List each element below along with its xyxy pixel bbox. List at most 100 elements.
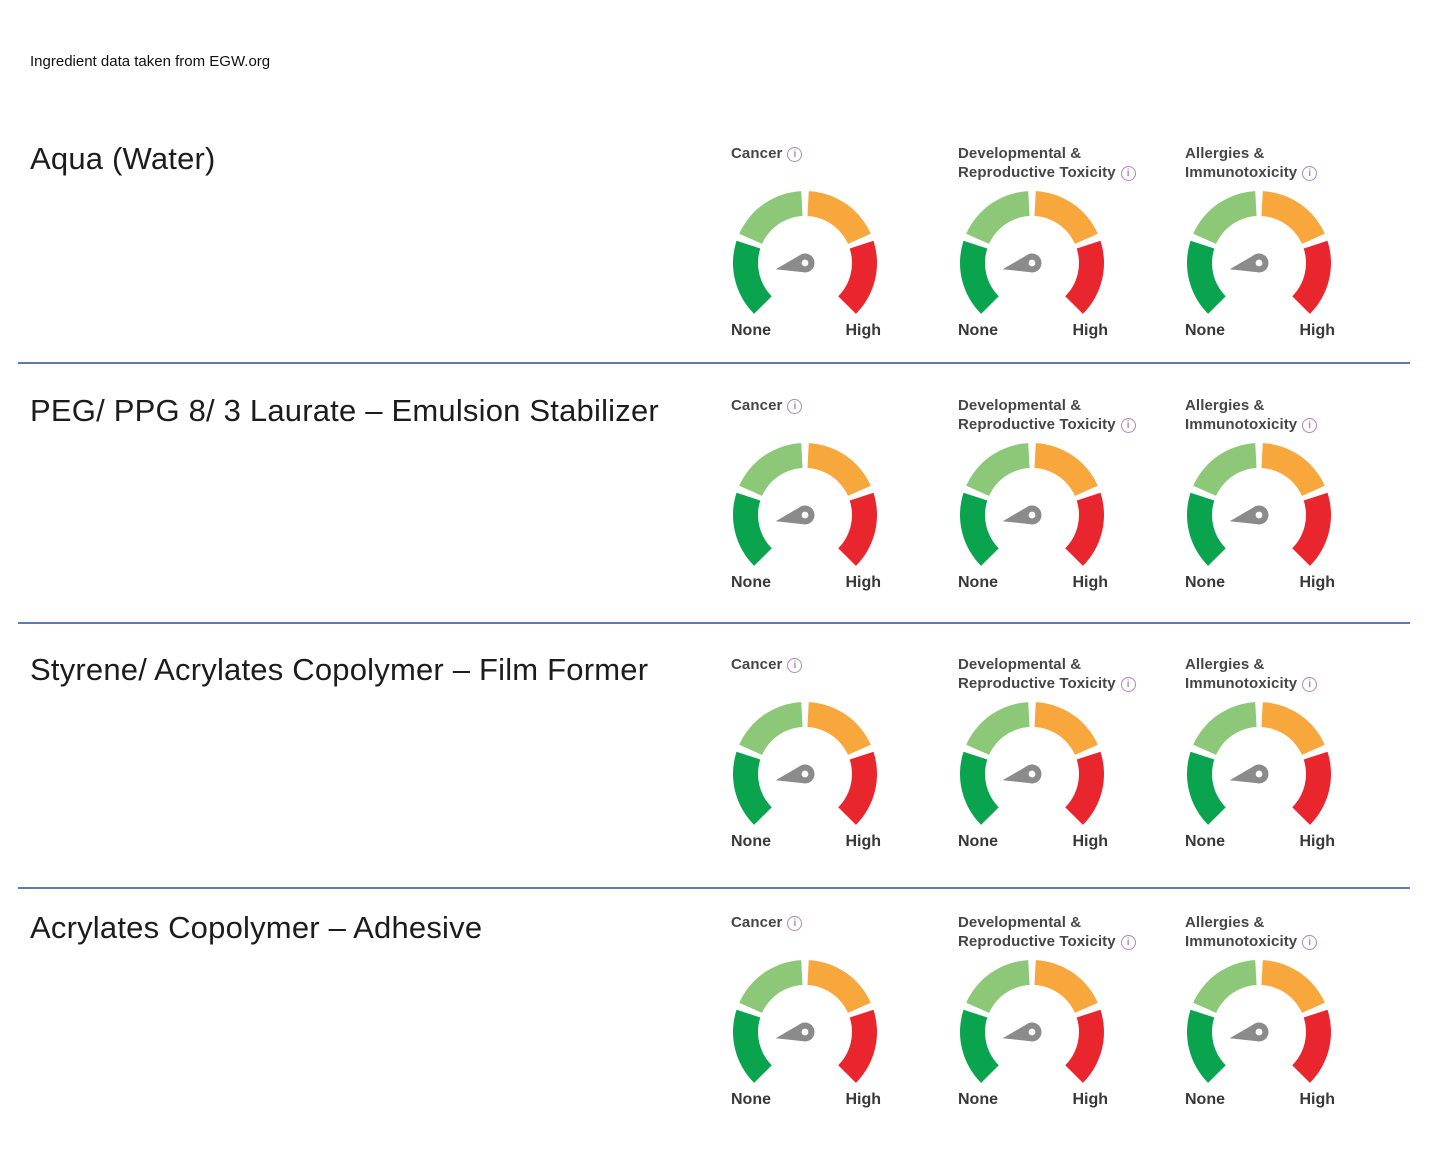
gauge-dial [958, 187, 1106, 319]
gauge-segment-high [1065, 240, 1105, 314]
gauge-dial [1185, 439, 1333, 571]
gauge-label-none: None [731, 322, 771, 339]
gauge-dial [731, 439, 879, 571]
gauge-dial-svg [732, 191, 878, 314]
gauge-title: Cancer i [731, 396, 955, 439]
info-icon[interactable]: i [1302, 418, 1318, 433]
gauge-label-none: None [958, 574, 998, 591]
gauge-dial-svg [1186, 960, 1332, 1083]
info-icon[interactable]: i [1120, 166, 1136, 181]
info-icon[interactable]: i [1120, 677, 1136, 692]
hazard-gauge-allergies-immunotoxicity: Allergies & Immunotoxicity i None High [1182, 913, 1409, 1109]
row-divider [18, 362, 1410, 364]
needle-hub-dot [801, 259, 809, 267]
gauge-needle [1229, 253, 1269, 273]
gauge-label-none: None [1185, 1091, 1225, 1108]
gauge-needle [775, 505, 815, 525]
gauge-segment-high [1292, 240, 1332, 314]
needle-hub-dot [1255, 511, 1263, 519]
gauge-segment-none [1186, 1009, 1226, 1083]
gauge-label-none: None [958, 322, 998, 339]
gauge-title-text: Developmental & [958, 145, 1082, 162]
needle-hub-dot [1028, 259, 1036, 267]
info-icon[interactable]: i [787, 916, 803, 931]
info-icon[interactable]: i [1120, 418, 1136, 433]
row-divider [18, 887, 1410, 889]
gauge-segment-none [732, 1009, 772, 1083]
gauge-title-line: Reproductive Toxicity i [958, 415, 1182, 434]
gauge-segment-high [838, 1009, 878, 1083]
info-icon[interactable]: i [787, 658, 803, 673]
gauge-title-text: Immunotoxicity [1185, 164, 1298, 181]
gauge-label-none: None [958, 1091, 998, 1108]
ingredient-name: Aqua (Water) [30, 141, 216, 176]
gauge-title-line: Cancer i [731, 655, 955, 674]
gauge-title-line: Reproductive Toxicity i [958, 674, 1182, 693]
gauge-dial-svg [1186, 443, 1332, 566]
gauge-segment-none [959, 1009, 999, 1083]
gauge-title-line: Reproductive Toxicity i [958, 932, 1182, 951]
info-icon[interactable]: i [1302, 677, 1318, 692]
gauge-segment-low [739, 960, 803, 1013]
gauge-label-none: None [731, 833, 771, 850]
gauge-title-line: Developmental & [958, 396, 1182, 415]
gauge-dial-svg [959, 702, 1105, 825]
ingredient-row-3: Acrylates Copolymer – Adhesive Cancer i N… [0, 889, 1445, 1151]
gauge-label-high: High [1072, 1091, 1108, 1108]
gauge-title-line: Cancer i [731, 913, 955, 932]
gauge-scale: None High [731, 319, 881, 340]
ingredient-name: Styrene/ Acrylates Copolymer – Film Form… [30, 652, 649, 687]
gauge-label-high: High [845, 833, 881, 850]
gauge-title-line: Cancer i [731, 144, 955, 163]
gauge-title-line: Allergies & [1185, 913, 1409, 932]
gauge-scale: None High [958, 830, 1108, 851]
gauge-segment-high [1065, 751, 1105, 825]
needle-hub-dot [1028, 511, 1036, 519]
gauge-title-line: Developmental & [958, 913, 1182, 932]
ingredient-list: Aqua (Water) Cancer i None High Developme… [0, 74, 1445, 1151]
gauge-scale: None High [958, 571, 1108, 592]
gauge-dial [958, 698, 1106, 830]
gauge-title-text: Reproductive Toxicity [958, 416, 1116, 433]
gauge-needle [1002, 1022, 1042, 1042]
gauge-segment-none [732, 240, 772, 314]
gauge-needle [1229, 764, 1269, 784]
hazard-gauge-developmental-reproductive-toxicity: Developmental & Reproductive Toxicity i No… [955, 396, 1182, 592]
gauge-title: Allergies & Immunotoxicity i [1185, 913, 1409, 956]
gauge-segment-low [966, 443, 1030, 496]
gauge-title: Developmental & Reproductive Toxicity i [958, 144, 1182, 187]
info-icon[interactable]: i [787, 399, 803, 414]
hazard-gauge-allergies-immunotoxicity: Allergies & Immunotoxicity i None High [1182, 655, 1409, 851]
gauge-label-high: High [1072, 322, 1108, 339]
gauge-title-line: Allergies & [1185, 655, 1409, 674]
gauge-dial-svg [732, 702, 878, 825]
gauge-title-text: Allergies & [1185, 145, 1265, 162]
needle-hub-dot [801, 1028, 809, 1036]
gauge-segment-moderate [1034, 443, 1098, 496]
info-icon[interactable]: i [1120, 935, 1136, 950]
gauge-scale: None High [958, 1088, 1108, 1109]
gauge-segment-none [1186, 751, 1226, 825]
gauge-title-line: Immunotoxicity i [1185, 932, 1409, 951]
gauge-label-high: High [1299, 574, 1335, 591]
gauge-segment-high [1292, 1009, 1332, 1083]
gauge-segment-none [959, 492, 999, 566]
gauge-label-none: None [731, 1091, 771, 1108]
gauge-title-text: Immunotoxicity [1185, 416, 1298, 433]
gauge-segment-low [1193, 191, 1257, 244]
gauge-segment-moderate [1261, 960, 1325, 1013]
hazard-gauge-cancer: Cancer i None High [728, 144, 955, 340]
hazard-gauge-cancer: Cancer i None High [728, 913, 955, 1109]
needle-hub-dot [1255, 770, 1263, 778]
gauge-dial [958, 956, 1106, 1088]
gauge-needle [1229, 1022, 1269, 1042]
gauge-label-none: None [1185, 322, 1225, 339]
gauge-title-text: Cancer [731, 914, 783, 931]
gauge-segment-moderate [1261, 443, 1325, 496]
gauge-segment-low [966, 702, 1030, 755]
info-icon[interactable]: i [1302, 166, 1318, 181]
info-icon[interactable]: i [1302, 935, 1318, 950]
gauge-segment-moderate [807, 443, 871, 496]
info-icon[interactable]: i [787, 147, 803, 162]
gauge-title-text: Reproductive Toxicity [958, 933, 1116, 950]
